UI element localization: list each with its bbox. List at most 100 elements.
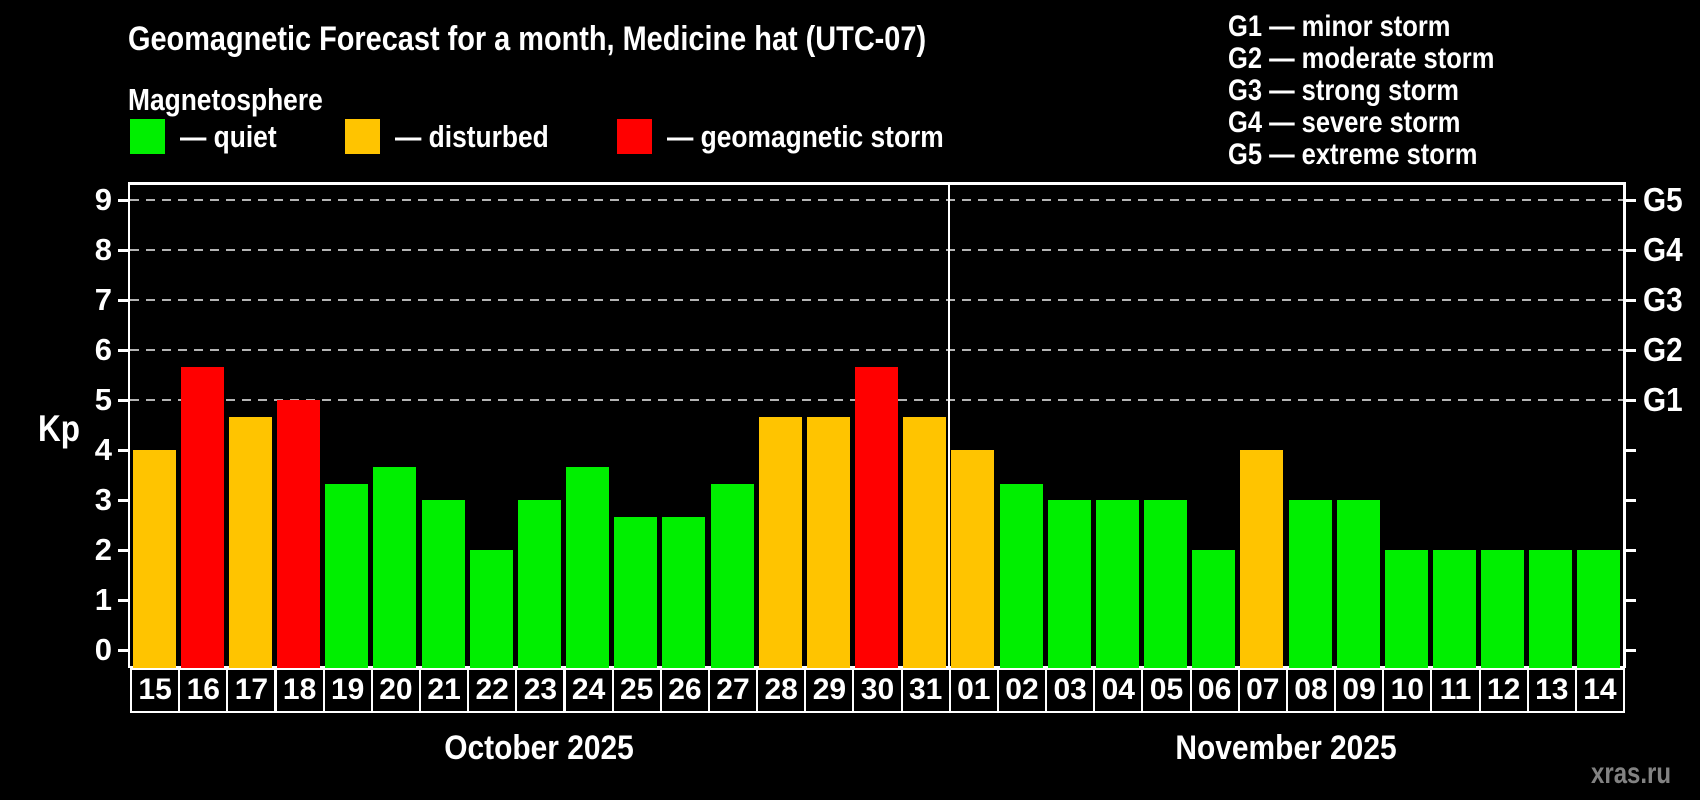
y-axis-tick-left (118, 499, 130, 502)
kp-gridline-7 (130, 299, 1623, 301)
y-axis-tick-left (118, 599, 130, 602)
plot-area (130, 185, 1623, 668)
y-axis-tick-label: 5 (94, 382, 112, 417)
day-label-nov-12: 12 (1478, 668, 1529, 713)
kp-gridline-8 (130, 249, 1623, 251)
month-divider (947, 185, 950, 668)
day-label-nov-02: 02 (996, 668, 1048, 713)
kp-bar-nov-12 (1481, 550, 1525, 668)
y-axis-tick-left (118, 649, 130, 652)
kp-bar-nov-08 (1288, 500, 1332, 668)
day-label-nov-06: 06 (1189, 668, 1240, 713)
month-label-october: October 2025 (444, 729, 634, 767)
day-label-oct-28: 28 (756, 668, 807, 713)
g-scale-legend: G1 — minor storm G2 — moderate storm G3 — … (1228, 11, 1494, 171)
kp-gridline-6 (130, 349, 1623, 351)
g-level-label-g1: G1 (1643, 381, 1683, 418)
kp-bar-nov-03 (1047, 500, 1091, 668)
day-label-nov-10: 10 (1382, 668, 1433, 713)
g-scale-legend-row: G4 — severe storm (1228, 106, 1461, 139)
day-label-oct-25: 25 (611, 668, 662, 713)
y-axis-line (128, 182, 130, 668)
day-label-oct-29: 29 (804, 668, 855, 713)
kp-bar-oct-18 (277, 400, 321, 668)
quiet-swatch-icon (130, 119, 165, 154)
kp-bar-nov-01 (951, 450, 995, 668)
day-label-oct-22: 22 (467, 668, 518, 713)
day-label-nov-05: 05 (1141, 668, 1192, 713)
y-axis-tick-right (1623, 499, 1636, 502)
day-label-oct-23: 23 (515, 668, 566, 713)
kp-bar-nov-09 (1336, 500, 1380, 668)
kp-bar-nov-07 (1240, 450, 1284, 668)
kp-bar-oct-31 (903, 416, 947, 668)
kp-bar-oct-29 (806, 416, 850, 668)
y-axis-tick-right (1623, 249, 1636, 252)
kp-bar-nov-06 (1192, 550, 1236, 668)
y-axis-tick-right (1623, 649, 1636, 652)
day-label-nov-07: 07 (1237, 668, 1288, 713)
day-label-nov-11: 11 (1430, 668, 1481, 713)
y-axis-tick-right (1623, 399, 1636, 402)
kp-bar-oct-25 (614, 516, 658, 668)
kp-bar-oct-27 (710, 483, 754, 668)
y-axis-tick-label: 4 (94, 432, 112, 467)
day-label-oct-31: 31 (900, 668, 951, 713)
kp-bar-oct-19 (325, 483, 369, 668)
kp-bar-oct-23 (517, 500, 561, 668)
day-label-oct-21: 21 (419, 668, 470, 713)
y-axis-tick-right (1623, 299, 1636, 302)
g-scale-legend-row: G3 — strong storm (1228, 74, 1459, 107)
watermark: xras.ru (1591, 757, 1672, 790)
legend-item-quiet: — quiet (130, 119, 294, 154)
kp-bar-oct-22 (469, 550, 513, 668)
day-label-nov-13: 13 (1526, 668, 1577, 713)
plot-top-border (128, 182, 1626, 185)
kp-bar-oct-16 (180, 366, 224, 668)
month-label-november: November 2025 (1175, 729, 1397, 767)
disturbed-swatch-icon (345, 119, 380, 154)
kp-axis-label: Kp (38, 408, 80, 449)
y-axis-tick-left (118, 549, 130, 552)
kp-bar-nov-13 (1529, 550, 1573, 668)
g-scale-legend-row: G5 — extreme storm (1228, 138, 1478, 171)
day-label-oct-19: 19 (322, 668, 373, 713)
kp-bar-oct-24 (566, 466, 610, 668)
y-axis-tick-left (118, 349, 130, 352)
day-label-oct-18: 18 (274, 668, 325, 713)
day-label-oct-27: 27 (707, 668, 759, 713)
kp-bar-nov-02 (999, 483, 1043, 668)
y-axis-tick-label: 8 (94, 232, 112, 267)
y-axis-tick-left (118, 449, 130, 452)
g-level-label-g4: G4 (1643, 231, 1683, 268)
day-label-oct-17: 17 (226, 668, 277, 713)
day-label-oct-24: 24 (563, 668, 614, 713)
page-title: Geomagnetic Forecast for a month, Medici… (128, 20, 927, 58)
chart-subtitle: Magnetosphere (128, 82, 323, 117)
kp-bar-nov-10 (1384, 550, 1428, 668)
legend-label-quiet: — quiet (180, 118, 277, 154)
y-axis-tick-right (1623, 199, 1636, 202)
g-scale-legend-row: G1 — minor storm (1228, 10, 1451, 43)
g-level-label-g5: G5 (1643, 181, 1683, 218)
g-level-label-g3: G3 (1643, 281, 1683, 318)
y-axis-tick-left (118, 249, 130, 252)
y-axis-tick-label: 7 (94, 282, 112, 317)
kp-bar-oct-26 (662, 516, 706, 668)
day-label-nov-09: 09 (1334, 668, 1385, 713)
y-axis-tick-right (1623, 349, 1636, 352)
kp-bar-nov-14 (1577, 550, 1621, 668)
y-axis-tick-right (1623, 549, 1636, 552)
y-axis-tick-label: 0 (94, 632, 112, 667)
kp-bar-oct-20 (373, 466, 417, 668)
kp-gridline-9 (130, 199, 1623, 201)
day-label-oct-30: 30 (852, 668, 903, 713)
storm-swatch-icon (617, 119, 652, 154)
y-axis-tick-label: 2 (94, 532, 112, 567)
kp-bar-nov-05 (1144, 500, 1187, 668)
kp-bar-oct-17 (228, 416, 272, 668)
y-axis-tick-label: 6 (94, 332, 112, 367)
y-axis-tick-left (118, 299, 130, 302)
legend-label-disturbed: — disturbed (395, 118, 549, 154)
